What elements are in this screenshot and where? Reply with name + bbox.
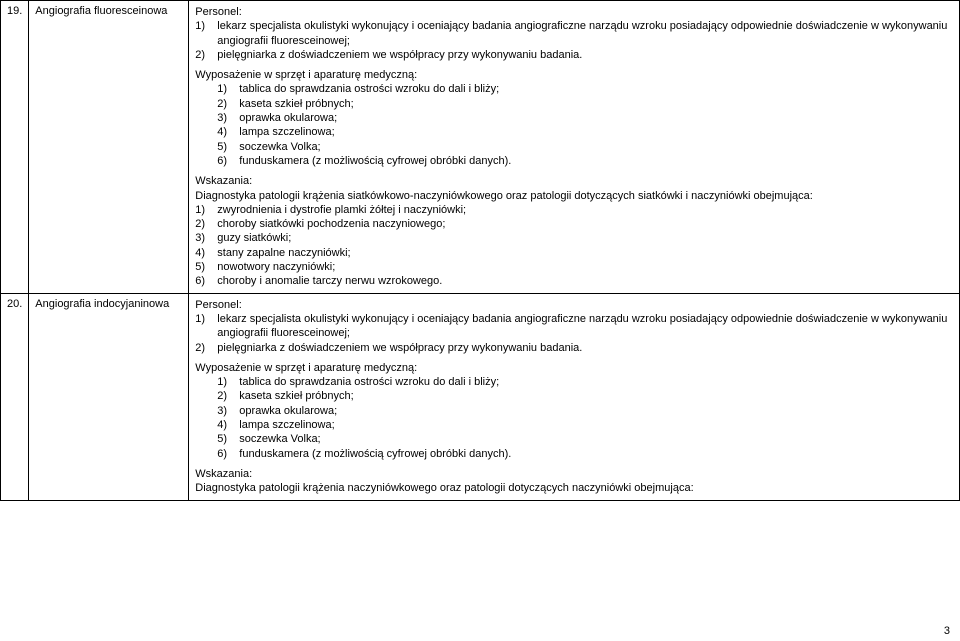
- indications-item: 3)guzy siatkówki;: [195, 231, 953, 245]
- indications-item: 2)choroby siatkówki pochodzenia naczynio…: [195, 217, 953, 231]
- indications-lead: Diagnostyka patologii krążenia naczyniów…: [195, 481, 953, 495]
- indications-item: 1)zwyrodnienia i dystrofie plamki żółtej…: [195, 203, 953, 217]
- personnel-title: Personel:: [195, 5, 953, 19]
- personnel-item: 1)lekarz specjalista okulistyki wykonują…: [195, 19, 953, 48]
- indications-title: Wskazania:: [195, 467, 953, 481]
- equipment-item: 6)funduskamera (z możliwością cyfrowej o…: [195, 447, 953, 461]
- equipment-item: 4)lampa szczelinowa;: [195, 125, 953, 139]
- personnel-item: 2)pielęgniarka z doświadczeniem we współ…: [195, 341, 953, 355]
- page-number: 3: [944, 625, 950, 637]
- equipment-item: 2)kaseta szkieł próbnych;: [195, 389, 953, 403]
- indications-item: 5)nowotwory naczyniówki;: [195, 260, 953, 274]
- indications-lead: Diagnostyka patologii krążenia siatkówko…: [195, 189, 953, 203]
- personnel-title: Personel:: [195, 298, 953, 312]
- equipment-item: 1)tablica do sprawdzania ostrości wzroku…: [195, 375, 953, 389]
- row-number: 20.: [1, 293, 29, 500]
- personnel-item: 2)pielęgniarka z doświadczeniem we współ…: [195, 48, 953, 62]
- procedure-details: Personel:1)lekarz specjalista okulistyki…: [189, 1, 960, 294]
- procedure-name: Angiografia indocyjaninowa: [29, 293, 189, 500]
- equipment-title: Wyposażenie w sprzęt i aparaturę medyczn…: [195, 361, 953, 375]
- procedure-details: Personel:1)lekarz specjalista okulistyki…: [189, 293, 960, 500]
- indications-item: 6)choroby i anomalie tarczy nerwu wzroko…: [195, 274, 953, 288]
- indications-item: 4)stany zapalne naczyniówki;: [195, 246, 953, 260]
- personnel-item: 1)lekarz specjalista okulistyki wykonują…: [195, 312, 953, 341]
- equipment-item: 4)lampa szczelinowa;: [195, 418, 953, 432]
- equipment-item: 2)kaseta szkieł próbnych;: [195, 97, 953, 111]
- equipment-item: 3)oprawka okularowa;: [195, 404, 953, 418]
- row-number: 19.: [1, 1, 29, 294]
- equipment-item: 6)funduskamera (z możliwością cyfrowej o…: [195, 154, 953, 168]
- equipment-item: 1)tablica do sprawdzania ostrości wzroku…: [195, 82, 953, 96]
- equipment-item: 3)oprawka okularowa;: [195, 111, 953, 125]
- procedure-name: Angiografia fluoresceinowa: [29, 1, 189, 294]
- document-table: 19.Angiografia fluoresceinowaPersonel:1)…: [0, 0, 960, 501]
- indications-title: Wskazania:: [195, 174, 953, 188]
- equipment-item: 5)soczewka Volka;: [195, 140, 953, 154]
- equipment-title: Wyposażenie w sprzęt i aparaturę medyczn…: [195, 68, 953, 82]
- equipment-item: 5)soczewka Volka;: [195, 432, 953, 446]
